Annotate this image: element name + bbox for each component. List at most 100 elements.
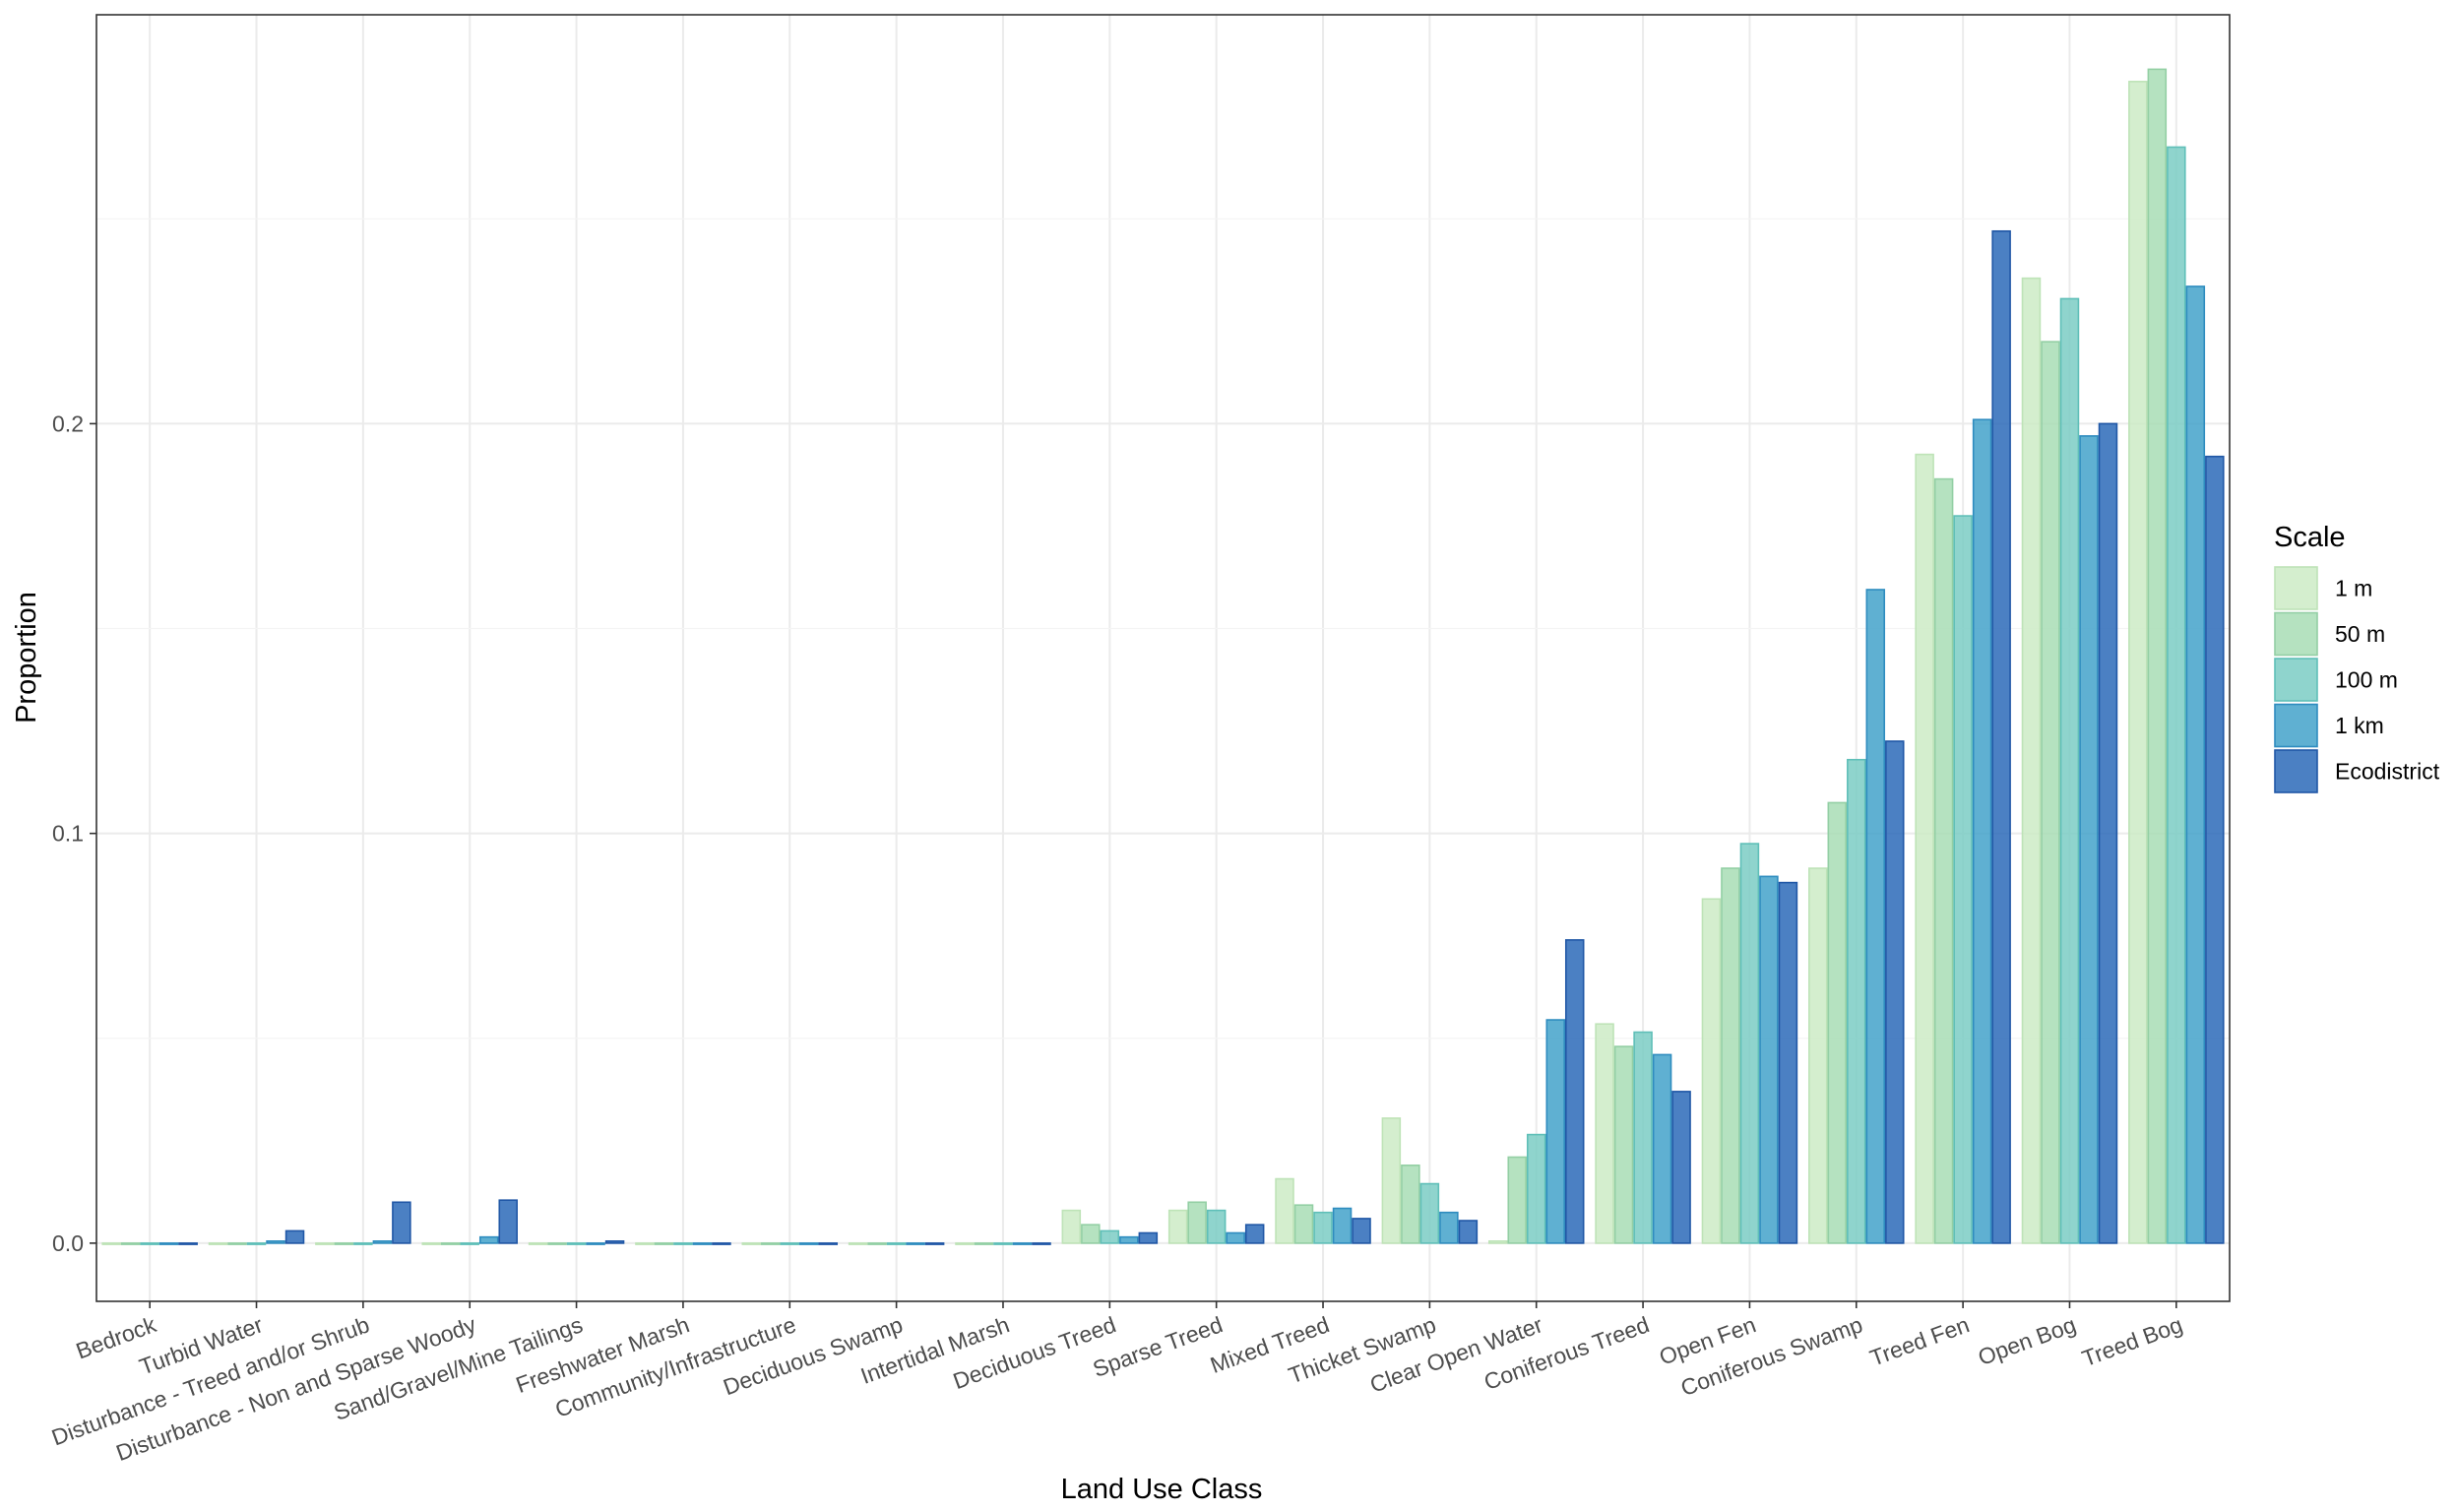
bar (1953, 515, 1973, 1244)
y-tick-label: 0.0 (52, 1230, 84, 1256)
legend-key (2274, 658, 2318, 702)
bar (101, 1242, 121, 1245)
bar (1721, 867, 1740, 1244)
bar (1564, 939, 1585, 1244)
legend-label: 50 m (2335, 621, 2385, 647)
bar (178, 1242, 198, 1245)
bar (761, 1242, 781, 1245)
bar (392, 1201, 411, 1244)
bar (1381, 1117, 1402, 1244)
bar (208, 1242, 228, 1245)
bar (1487, 1240, 1508, 1244)
bar (1633, 1031, 1653, 1244)
bar (780, 1242, 800, 1245)
bar (158, 1242, 179, 1245)
bar (120, 1242, 141, 1245)
bar (906, 1242, 925, 1245)
bar (1972, 418, 1992, 1244)
bar (246, 1242, 267, 1245)
bar (1226, 1231, 1245, 1244)
bar (1081, 1224, 1101, 1244)
bar (1061, 1209, 1082, 1244)
bar (478, 1235, 499, 1244)
bar (1032, 1242, 1051, 1245)
bar (1545, 1019, 1565, 1244)
bar (1293, 1204, 1314, 1244)
bar (1458, 1220, 1479, 1244)
bar (2167, 146, 2186, 1244)
bar (1808, 867, 1828, 1244)
bar (315, 1242, 335, 1245)
bar (353, 1242, 373, 1245)
bar (1100, 1229, 1120, 1244)
bar (741, 1242, 762, 1245)
legend-label: Ecodistrict (2335, 759, 2440, 785)
legend-label: 1 km (2335, 713, 2384, 738)
bar (2041, 341, 2060, 1244)
bar (1991, 229, 2011, 1244)
bar (2205, 455, 2225, 1244)
bar (867, 1242, 887, 1245)
bar (1332, 1207, 1353, 1244)
bar (924, 1242, 945, 1245)
bar (654, 1242, 674, 1245)
plot-panel-border (95, 14, 2231, 1302)
bar (2021, 277, 2042, 1244)
legend-key (2274, 566, 2318, 610)
bar (421, 1242, 441, 1245)
bar (1167, 1209, 1188, 1244)
bar (266, 1240, 285, 1244)
bar (372, 1240, 393, 1244)
bar (1595, 1023, 1614, 1244)
bar (1507, 1156, 1527, 1244)
bar (1352, 1218, 1371, 1244)
bar (1827, 801, 1848, 1244)
bar (227, 1242, 247, 1245)
bar (1526, 1133, 1546, 1244)
bar (566, 1242, 587, 1245)
bar (2185, 285, 2206, 1244)
bar (1275, 1177, 1294, 1244)
bar (1439, 1211, 1459, 1244)
y-axis-title: Proportion (11, 592, 42, 724)
bar (2059, 297, 2080, 1244)
bar (440, 1242, 461, 1245)
bar (498, 1199, 518, 1244)
legend-label: 100 m (2335, 667, 2398, 693)
bar (1847, 758, 1866, 1244)
bar (1244, 1224, 1265, 1244)
bar (2147, 68, 2168, 1244)
bar (635, 1242, 655, 1245)
x-axis-title: Land Use Class (1061, 1474, 1263, 1505)
bar (1652, 1053, 1672, 1244)
axis-ticks (90, 422, 2177, 1308)
bar (974, 1242, 994, 1245)
bar (2098, 422, 2118, 1244)
bar (586, 1242, 605, 1245)
bar (547, 1242, 567, 1245)
bar (528, 1242, 548, 1245)
bar (2128, 81, 2148, 1244)
bar (1313, 1211, 1333, 1244)
bar (1739, 843, 1760, 1244)
bar (692, 1242, 713, 1245)
bars (101, 68, 2225, 1245)
bar (1187, 1201, 1207, 1244)
bar (1671, 1091, 1691, 1244)
y-tick-label: 0.2 (52, 410, 84, 436)
bar (1885, 740, 1905, 1244)
y-tick-label: 0.1 (52, 821, 84, 847)
bar (1206, 1209, 1227, 1244)
bar (1138, 1231, 1159, 1244)
bar (712, 1242, 731, 1245)
legend-key (2274, 703, 2318, 748)
bar (1759, 875, 1779, 1244)
bar (673, 1242, 693, 1245)
bar (848, 1242, 868, 1245)
bar (1119, 1235, 1139, 1244)
bar (460, 1242, 479, 1245)
bar (818, 1242, 839, 1245)
bar (604, 1240, 625, 1244)
bar (886, 1242, 907, 1245)
